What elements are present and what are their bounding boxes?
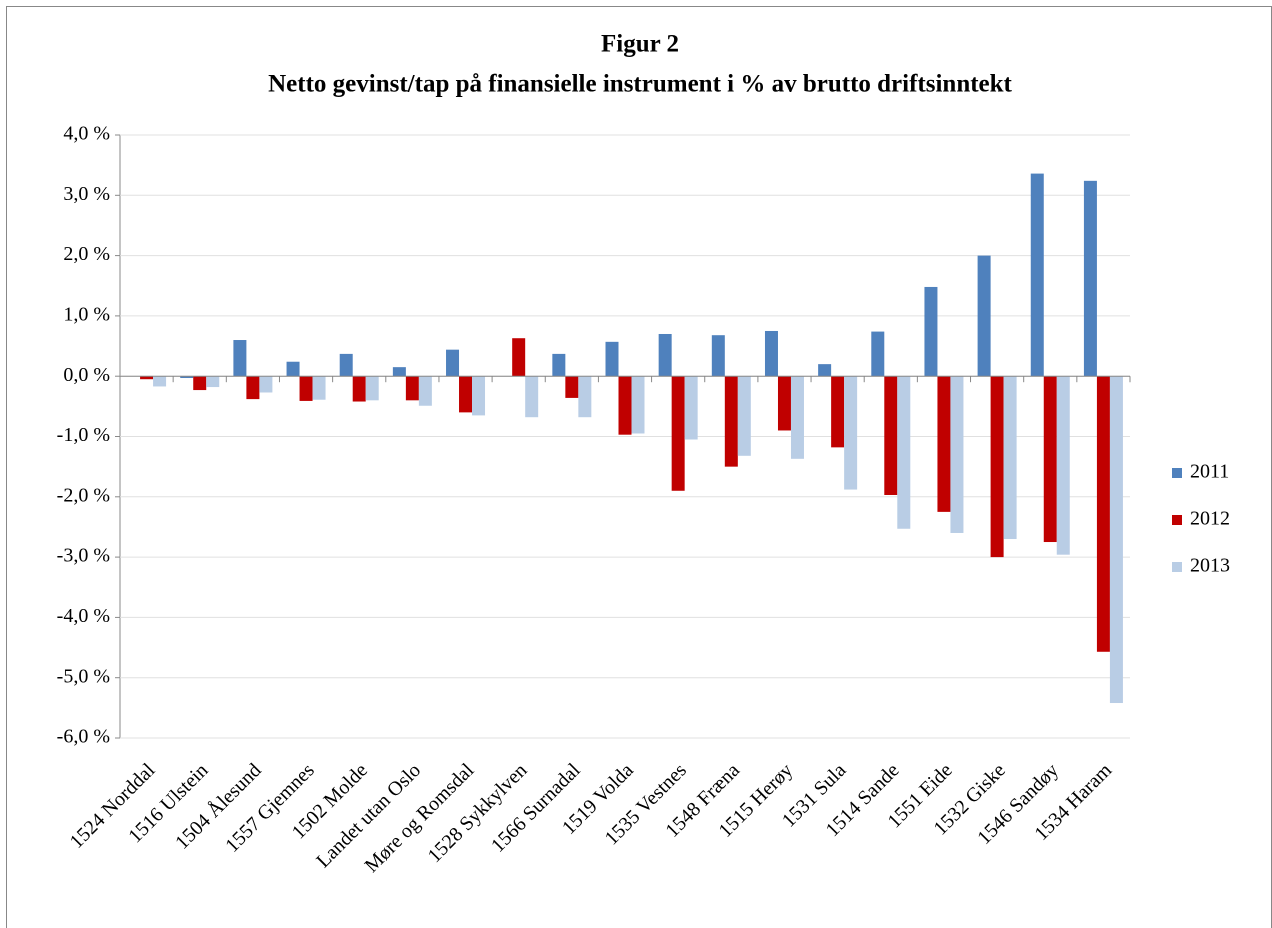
- y-tick-label: -5,0 %: [57, 665, 110, 687]
- bar: [365, 376, 379, 401]
- bar: [512, 338, 526, 377]
- bar: [684, 376, 698, 440]
- legend-label: 2011: [1190, 461, 1229, 483]
- bar: [871, 331, 885, 377]
- bar: [777, 376, 791, 431]
- bar: [565, 376, 579, 398]
- y-tick-label: -4,0 %: [57, 605, 110, 627]
- bar: [631, 376, 645, 434]
- y-tick-label: 0,0 %: [63, 364, 110, 386]
- bar: [724, 376, 738, 467]
- bar: [897, 376, 911, 529]
- bar: [153, 376, 167, 387]
- bar: [977, 255, 991, 377]
- bar: [790, 376, 804, 459]
- chart-title: Figur 2: [601, 31, 679, 58]
- legend-swatch: [1172, 468, 1182, 478]
- bar: [418, 376, 432, 406]
- bar: [193, 376, 207, 391]
- bar: [844, 376, 858, 490]
- bar: [924, 286, 938, 377]
- bar: [737, 376, 751, 456]
- bar: [1030, 173, 1044, 377]
- bar: [552, 353, 566, 377]
- bar: [312, 376, 326, 400]
- bar: [286, 361, 300, 377]
- bar: [711, 335, 725, 377]
- y-tick-label: -3,0 %: [57, 545, 110, 567]
- y-tick-label: 2,0 %: [63, 243, 110, 265]
- bar: [1083, 180, 1097, 377]
- bar: [618, 376, 632, 435]
- bar: [764, 330, 778, 377]
- bar: [446, 349, 460, 377]
- bar: [392, 367, 406, 377]
- bar: [1109, 376, 1123, 704]
- bar: [140, 376, 154, 380]
- y-tick-label: 1,0 %: [63, 303, 110, 325]
- chart-subtitle: Netto gevinst/tap på finansielle instrum…: [268, 71, 1012, 98]
- bar: [671, 376, 685, 491]
- legend-label: 2012: [1190, 508, 1230, 530]
- y-tick-label: 3,0 %: [63, 183, 110, 205]
- bar: [1043, 376, 1057, 543]
- bar: [658, 333, 672, 377]
- bar: [1056, 376, 1070, 555]
- bar: [990, 376, 1004, 558]
- bar: [950, 376, 964, 533]
- legend-label: 2013: [1190, 555, 1230, 577]
- bar: [1096, 376, 1110, 652]
- bar: [405, 376, 419, 401]
- bar: [831, 376, 845, 448]
- y-tick-label: -2,0 %: [57, 484, 110, 506]
- bar: [259, 376, 273, 393]
- y-tick-label: -6,0 %: [57, 726, 110, 748]
- bar: [525, 376, 539, 418]
- bar: [352, 376, 366, 402]
- bar: [578, 376, 592, 418]
- bar: [339, 353, 353, 377]
- legend-swatch: [1172, 562, 1182, 572]
- legend-swatch: [1172, 515, 1182, 525]
- bar: [472, 376, 486, 416]
- y-tick-label: 4,0 %: [63, 123, 110, 145]
- y-tick-label: -1,0 %: [57, 424, 110, 446]
- bar: [206, 376, 220, 388]
- bar: [180, 376, 194, 379]
- bar: [233, 340, 247, 377]
- bar: [299, 376, 313, 401]
- bar: [605, 341, 619, 377]
- bar: [937, 376, 951, 512]
- bar: [884, 376, 898, 495]
- bar: [246, 376, 260, 400]
- bar: [1003, 376, 1017, 540]
- bar: [459, 376, 473, 413]
- bar: [818, 364, 832, 377]
